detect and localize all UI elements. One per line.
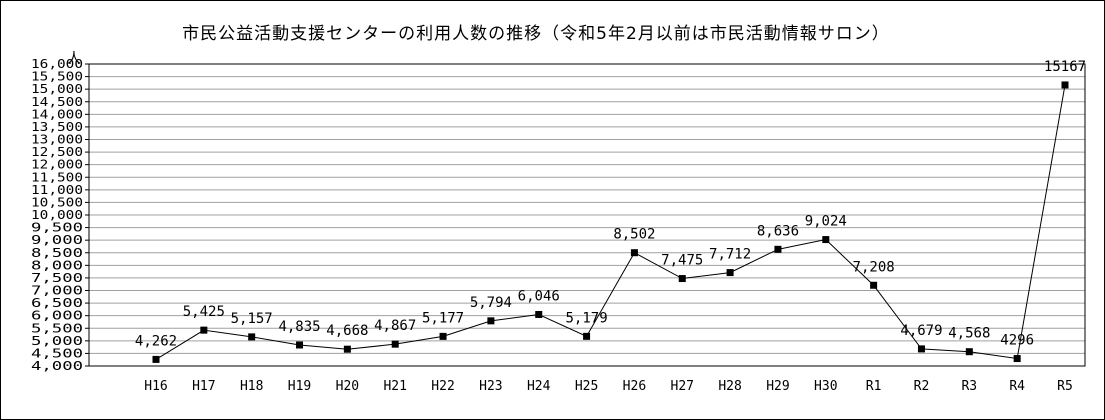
x-tick-label: H25 [575, 379, 598, 394]
data-label: 5,157 [231, 311, 273, 327]
data-label: 7,208 [853, 259, 895, 275]
data-label: 4,568 [948, 326, 990, 342]
series-line [155, 84, 1066, 360]
data-point-marker [535, 311, 543, 319]
x-tick-label: H24 [527, 379, 551, 394]
data-label: 4,668 [326, 323, 368, 339]
x-tick-label: H18 [240, 379, 263, 394]
x-tick-label: R1 [866, 379, 882, 394]
y-tick-label: 10,500 [31, 195, 83, 209]
y-tick-label: 9,500 [31, 221, 83, 235]
data-point-marker [487, 317, 495, 325]
data-point-marker [630, 249, 638, 257]
y-tick-label: 8,000 [31, 258, 83, 272]
y-tick-label: 12,500 [31, 145, 83, 159]
data-label: 7,712 [709, 247, 751, 263]
data-point-marker [1061, 81, 1069, 89]
x-tick-label: H20 [336, 379, 359, 394]
y-tick-label: 6,500 [31, 296, 83, 310]
data-point-marker [583, 332, 591, 340]
x-tick-label: R4 [1009, 379, 1025, 394]
y-tick-label: 7,500 [31, 271, 83, 285]
x-tick-label: H17 [192, 379, 215, 394]
x-tick-label: H21 [383, 379, 406, 394]
data-label: 5,794 [470, 295, 512, 311]
y-tick-label: 5,500 [31, 321, 83, 335]
y-tick-label: 14,000 [31, 107, 83, 121]
data-point-marker [296, 341, 304, 349]
data-label: 7,475 [661, 253, 703, 269]
data-point-marker [1013, 355, 1021, 363]
y-tick-label: 11,000 [31, 183, 83, 197]
data-point-marker [391, 340, 399, 348]
y-tick-label: 15,000 [31, 82, 83, 96]
data-point-marker [152, 355, 160, 363]
data-point-marker [726, 269, 734, 277]
data-label: 4,679 [900, 323, 942, 339]
data-point-marker [248, 333, 256, 341]
x-axis-ticks: H16 H17 H18 H19 H20 H21 H22 H23 H24 H25 H26 H27 H28 H… [144, 379, 1073, 394]
data-point-marker [870, 281, 878, 289]
data-label: 4,867 [374, 318, 416, 334]
data-point-marker [774, 245, 782, 253]
data-label: 5,425 [183, 304, 225, 320]
y-axis-ticks: 4,0004,5005,0005,5006,0006,5007,0007,500… [31, 57, 89, 373]
y-axis-unit-label: 人 [67, 51, 81, 67]
x-tick-label: H22 [431, 379, 454, 394]
y-tick-label: 7,000 [31, 284, 83, 298]
y-tick-label: 15,500 [31, 70, 83, 84]
x-tick-label: H27 [671, 379, 694, 394]
data-point-marker [343, 345, 351, 353]
y-tick-label: 9,000 [31, 233, 83, 247]
data-label: 8,636 [757, 223, 799, 239]
data-labels: 4,262 5,425 5,157 4,835 4,668 4,867 5,177 5,794… [135, 59, 1086, 349]
data-point-marker [917, 345, 925, 353]
data-label: 6,046 [518, 289, 560, 305]
x-tick-label: R5 [1057, 379, 1073, 394]
data-label: 15167 [1044, 59, 1086, 75]
data-points [152, 81, 1069, 363]
data-point-marker [678, 275, 686, 283]
y-tick-label: 4,000 [31, 359, 83, 373]
y-tick-label: 10,000 [31, 208, 83, 222]
x-tick-label: H19 [288, 379, 311, 394]
y-tick-label: 16,000 [31, 57, 83, 71]
data-point-marker [200, 326, 208, 334]
x-tick-label: H16 [144, 379, 167, 394]
data-label: 4,262 [135, 333, 177, 349]
chart-title: 市民公益活動支援センターの利用人数の推移（令和5年2月以前は市民活動情報サロン） [182, 24, 890, 44]
x-tick-label: H23 [479, 379, 502, 394]
data-label: 4,835 [278, 319, 320, 335]
y-tick-label: 5,000 [31, 334, 83, 348]
x-tick-label: R3 [961, 379, 977, 394]
data-label: 5,179 [566, 310, 608, 326]
y-tick-label: 12,000 [31, 158, 83, 172]
x-tick-label: H28 [718, 379, 741, 394]
x-tick-label: H29 [766, 379, 789, 394]
x-tick-label: H30 [814, 379, 837, 394]
y-tick-label: 11,500 [31, 170, 83, 184]
y-tick-label: 14,500 [31, 95, 83, 109]
data-label: 9,024 [805, 214, 847, 230]
x-tick-label: H26 [623, 379, 646, 394]
x-tick-label: R2 [914, 379, 930, 394]
data-label: 4296 [1000, 333, 1034, 349]
y-tick-label: 13,500 [31, 120, 83, 134]
data-point-marker [439, 332, 447, 340]
data-point-marker [822, 236, 830, 244]
gridlines [88, 63, 1086, 367]
data-label: 8,502 [613, 227, 655, 243]
y-tick-label: 8,500 [31, 246, 83, 260]
data-label: 5,177 [422, 310, 464, 326]
data-point-marker [965, 348, 973, 356]
y-tick-label: 6,000 [31, 309, 83, 323]
y-tick-label: 4,500 [31, 346, 83, 360]
y-tick-label: 13,000 [31, 133, 83, 147]
series-polyline [155, 84, 1066, 360]
